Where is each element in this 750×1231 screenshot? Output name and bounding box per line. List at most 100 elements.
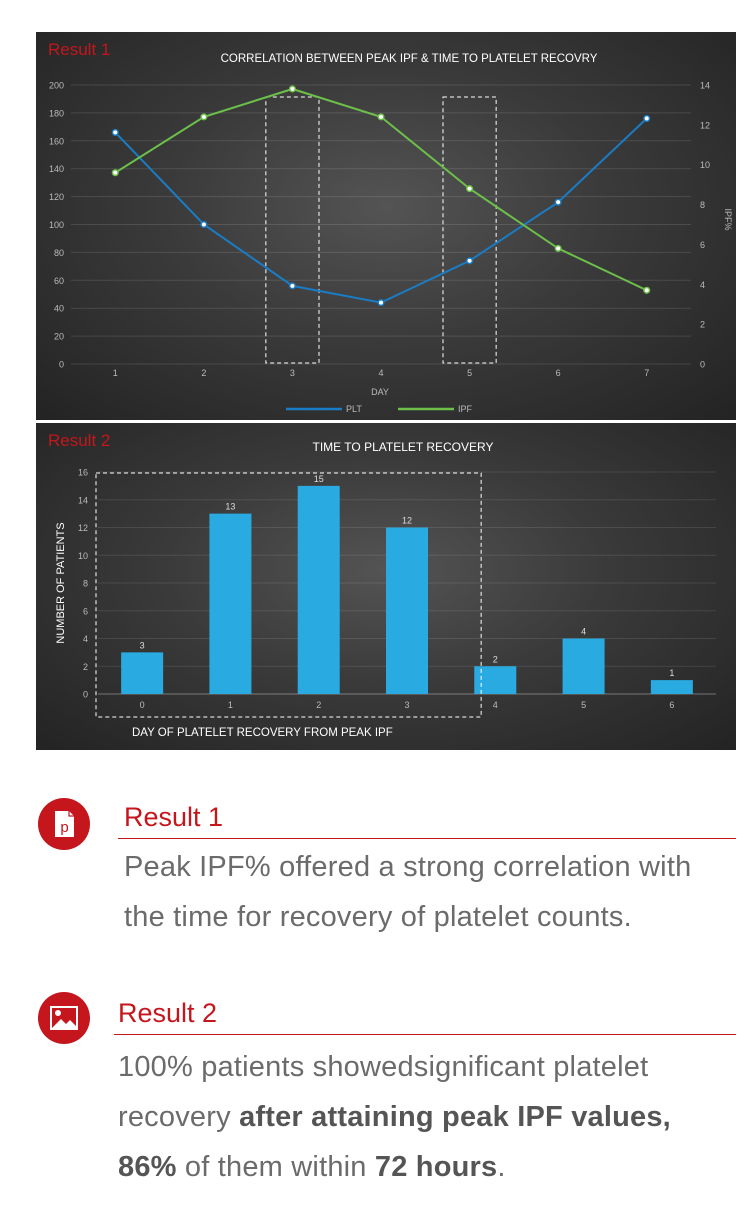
data-point-plt bbox=[200, 220, 208, 229]
y-tick-label: 160 bbox=[49, 136, 64, 146]
y-tick-label: 8 bbox=[83, 579, 88, 589]
y-tick-label: 0 bbox=[83, 690, 88, 700]
bar bbox=[650, 680, 693, 694]
chart-2-title: TIME TO PLATELET RECOVERY bbox=[313, 440, 494, 454]
svg-text:p: p bbox=[60, 819, 68, 836]
data-point-plt bbox=[288, 282, 296, 290]
legend-label-ipf: IPF bbox=[458, 404, 473, 414]
bar bbox=[209, 513, 252, 694]
x-tick-label: 5 bbox=[581, 700, 586, 710]
x-tick-label: 0 bbox=[140, 700, 145, 710]
y2-tick-label: 0 bbox=[700, 360, 705, 370]
x-tick-label: 7 bbox=[644, 368, 649, 378]
result-2-rule bbox=[114, 1034, 736, 1035]
y-tick-label: 40 bbox=[54, 304, 64, 314]
y-tick-label: 180 bbox=[49, 108, 64, 118]
y-tick-label: 200 bbox=[49, 81, 64, 91]
bar bbox=[297, 485, 340, 694]
document-p-icon: p bbox=[38, 798, 90, 850]
result-2-title: Result 2 bbox=[118, 998, 218, 1028]
y2-tick-label: 8 bbox=[700, 200, 705, 210]
bar-value-label: 2 bbox=[493, 654, 498, 664]
legend-label-plt: PLT bbox=[346, 404, 362, 414]
image-icon bbox=[38, 992, 90, 1044]
data-point-plt bbox=[466, 257, 474, 265]
y-tick-label: 80 bbox=[54, 248, 64, 258]
y2-tick-label: 14 bbox=[700, 81, 710, 91]
bar-value-label: 13 bbox=[225, 502, 235, 512]
y-tick-label: 140 bbox=[49, 164, 64, 174]
y-tick-label: 6 bbox=[83, 606, 88, 616]
result-1-line-1: Peak IPF% offered a strong correlation w… bbox=[124, 851, 692, 883]
y-tick-label: 2 bbox=[83, 662, 88, 672]
y2-tick-label: 6 bbox=[700, 240, 705, 250]
x-tick-label: 6 bbox=[556, 368, 561, 378]
result-1-rule bbox=[118, 838, 736, 839]
recovery-chart-panel: TIME TO PLATELET RECOVERY 0 2 4 6 8 10 12 14 16 NU… bbox=[36, 423, 736, 750]
data-point-plt bbox=[643, 114, 651, 123]
correlation-chart-panel: CORRELATION BETWEEN PEAK IPF & TIME TO P… bbox=[36, 32, 736, 420]
highlight-box bbox=[95, 472, 482, 718]
result-2-line-1: 100% patients showedsignificant platelet bbox=[118, 1051, 649, 1083]
x-tick-label: 1 bbox=[228, 700, 233, 710]
result-2-line-3-plain: of them within bbox=[176, 1151, 375, 1183]
y-tick-label: 12 bbox=[78, 523, 88, 533]
x-tick-label: 2 bbox=[316, 700, 321, 710]
bar-value-label: 1 bbox=[669, 668, 674, 678]
result-2-line-2-bold: after attaining peak IPF values, bbox=[239, 1101, 671, 1133]
result-1-line-2: the time for recovery of platelet counts… bbox=[124, 901, 632, 933]
data-point-ipf bbox=[200, 113, 208, 121]
y-tick-label: 120 bbox=[49, 192, 64, 202]
x-tick-label: 5 bbox=[467, 368, 472, 378]
result-2-section: Result 2 100% patients showedsignificant… bbox=[0, 990, 750, 1230]
data-point-plt bbox=[554, 198, 562, 206]
bar bbox=[474, 666, 517, 694]
x-tick-label: 6 bbox=[669, 700, 674, 710]
x-tick-label: 3 bbox=[404, 700, 409, 710]
x-tick-label: 2 bbox=[201, 368, 206, 378]
y-tick-label: 14 bbox=[78, 495, 88, 505]
y2-tick-label: 12 bbox=[700, 120, 710, 130]
y-axis-title: NUMBER OF PATIENTS bbox=[55, 522, 67, 643]
x-tick-label: 3 bbox=[290, 368, 295, 378]
data-point-ipf bbox=[466, 185, 474, 193]
data-point-ipf bbox=[554, 244, 562, 252]
chart-1-title: CORRELATION BETWEEN PEAK IPF & TIME TO P… bbox=[221, 53, 598, 65]
x-tick-label: 4 bbox=[378, 368, 383, 378]
data-point-plt bbox=[377, 299, 385, 307]
y-tick-label: 16 bbox=[78, 468, 88, 478]
series-line-plt bbox=[114, 117, 648, 304]
y2-axis-title: IPF% bbox=[723, 208, 733, 230]
y2-tick-label: 4 bbox=[700, 280, 705, 290]
bar-value-label: 12 bbox=[402, 516, 412, 526]
highlight-box bbox=[442, 96, 497, 364]
data-point-plt bbox=[111, 128, 119, 136]
y-tick-label: 4 bbox=[83, 634, 88, 644]
highlight-box bbox=[265, 96, 320, 364]
x-axis-title: DAY bbox=[371, 387, 389, 397]
y-tick-label: 10 bbox=[78, 551, 88, 561]
correlation-line-chart: CORRELATION BETWEEN PEAK IPF & TIME TO P… bbox=[49, 53, 733, 414]
y-tick-label: 100 bbox=[49, 220, 64, 230]
bar bbox=[121, 652, 164, 694]
y2-tick-label: 10 bbox=[700, 160, 710, 170]
y-tick-label: 60 bbox=[54, 276, 64, 286]
result-2-line-2: recovery after attaining peak IPF values… bbox=[118, 1092, 671, 1142]
data-point-ipf bbox=[111, 169, 119, 177]
panel-tag-result-2: Result 2 bbox=[48, 431, 111, 450]
bar-value-label: 4 bbox=[581, 627, 586, 637]
bar-value-label: 3 bbox=[140, 640, 145, 650]
y-tick-label: 0 bbox=[59, 360, 64, 370]
result-2-line-2-plain: recovery bbox=[118, 1101, 240, 1133]
x-tick-label: 1 bbox=[113, 368, 118, 378]
bar bbox=[386, 527, 428, 694]
result-2-percent: 86% bbox=[118, 1151, 177, 1183]
result-2-line-3: 86% of them within 72 hours. bbox=[118, 1142, 506, 1192]
result-2-period: . bbox=[497, 1151, 506, 1183]
x-axis-title: DAY OF PLATELET RECOVERY FROM PEAK IPF bbox=[132, 727, 393, 739]
result-1-section: p Result 1 Peak IPF% offered a strong co… bbox=[0, 790, 750, 990]
bar-value-label: 15 bbox=[314, 474, 324, 484]
y2-tick-label: 2 bbox=[700, 320, 705, 330]
data-point-ipf bbox=[643, 286, 651, 294]
panel-tag-result-1: Result 1 bbox=[48, 40, 111, 59]
